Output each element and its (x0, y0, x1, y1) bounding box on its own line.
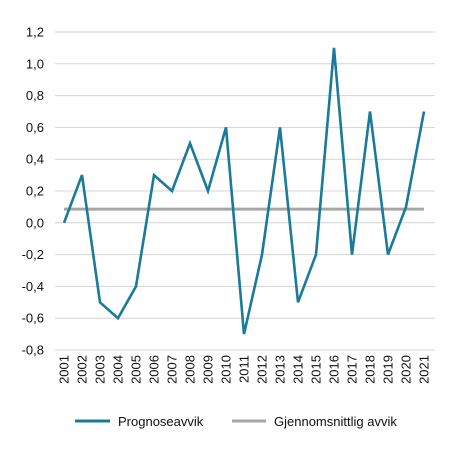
y-tick-label: -0,4 (22, 279, 44, 294)
y-tick-label: -0,8 (22, 343, 44, 358)
x-tick-label: 2014 (291, 355, 306, 384)
x-tick-label: 2011 (237, 355, 252, 383)
x-tick-label: 2006 (147, 355, 162, 384)
x-tick-label: 2003 (93, 355, 108, 384)
legend: Prognoseavvik Gjennomsnittlig avvik (75, 414, 397, 429)
x-tick-label: 2012 (255, 355, 270, 384)
x-tick-label: 2013 (273, 355, 288, 384)
x-tick-label: 2001 (57, 355, 72, 384)
x-tick-label: 2018 (363, 355, 378, 384)
x-tick-label: 2004 (111, 355, 126, 384)
x-tick-label: 2015 (309, 355, 324, 384)
x-tick-label: 2009 (201, 355, 216, 384)
y-tick-label: 0,4 (26, 152, 44, 167)
x-tick-label: 2019 (381, 355, 396, 384)
y-axis-ticks: -0,8 -0,6 -0,4 -0,2 0,0 0,2 0,4 0,6 0,8 1,0 1,2 (22, 25, 44, 358)
gridlines (55, 32, 435, 350)
y-tick-label: -0,2 (22, 247, 44, 262)
x-tick-label: 2017 (345, 355, 360, 384)
x-tick-label: 2007 (165, 355, 180, 384)
y-tick-label: 1,0 (26, 56, 44, 71)
y-tick-label: 0,0 (26, 215, 44, 230)
y-tick-label: 0,2 (26, 184, 44, 199)
x-tick-label: 2002 (75, 355, 90, 384)
x-tick-label: 2005 (129, 355, 144, 384)
x-tick-label: 2008 (183, 355, 198, 384)
x-tick-label: 2016 (327, 355, 342, 384)
y-tick-label: 1,2 (26, 25, 44, 40)
x-tick-label: 2010 (219, 355, 234, 384)
y-tick-label: 0,6 (26, 120, 44, 135)
y-tick-label: 0,8 (26, 88, 44, 103)
y-tick-label: -0,6 (22, 311, 44, 326)
legend-label: Gjennomsnittlig avvik (274, 414, 397, 429)
legend-label: Prognoseavvik (118, 414, 204, 429)
x-tick-label: 2020 (399, 355, 414, 384)
x-tick-label: 2021 (417, 355, 432, 384)
